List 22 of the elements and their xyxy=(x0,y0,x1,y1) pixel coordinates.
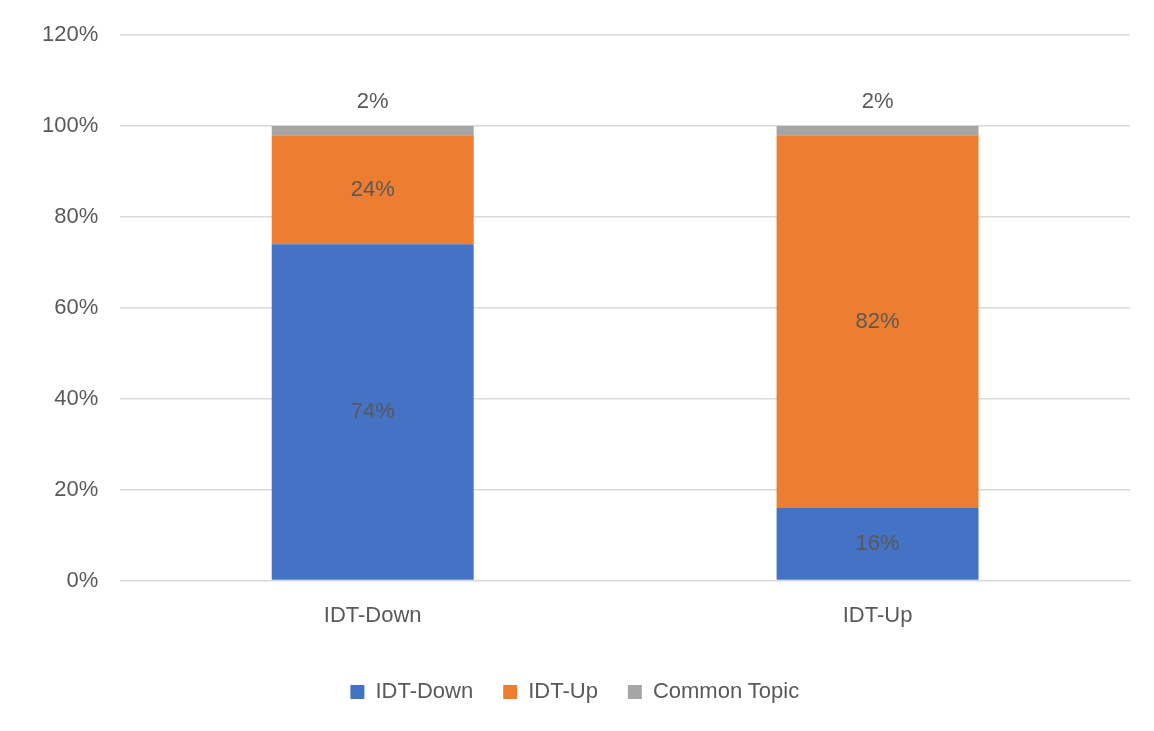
legend-label: Common Topic xyxy=(652,678,800,704)
y-tick-label: 100% xyxy=(41,112,99,138)
data-label: 24% xyxy=(350,175,395,201)
bar xyxy=(776,135,979,508)
data-label: 2% xyxy=(861,88,894,114)
data-label: 16% xyxy=(855,529,900,555)
data-label: 74% xyxy=(350,398,395,424)
legend-label: IDT-Up xyxy=(528,678,598,704)
bar xyxy=(271,126,474,136)
data-label: 82% xyxy=(855,307,900,333)
y-tick-label: 0% xyxy=(66,566,99,592)
y-tick-label: 60% xyxy=(54,293,99,319)
legend-label: IDT-Down xyxy=(375,678,474,704)
data-label: 2% xyxy=(356,88,389,114)
bar xyxy=(776,126,979,136)
bar xyxy=(271,244,474,580)
y-tick-label: 40% xyxy=(54,384,99,410)
y-tick-label: 80% xyxy=(54,203,99,229)
y-tick-label: 20% xyxy=(54,475,99,501)
y-tick-label: 120% xyxy=(41,21,99,47)
bar xyxy=(271,135,474,245)
bar xyxy=(776,507,979,580)
